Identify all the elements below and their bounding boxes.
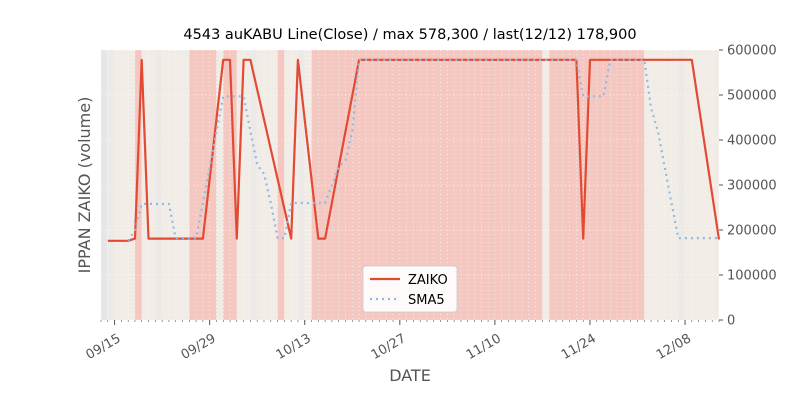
y-tick-label: 400000 (727, 134, 777, 149)
chart-title: 4543 auKABU Line(Close) / max 578,300 / … (183, 27, 636, 43)
y-axis: 0 100000 200000 300000 400000 500000 600000 (719, 44, 777, 329)
highlight-band (223, 50, 237, 320)
y-tick-label: 500000 (727, 89, 777, 104)
x-axis: 09/15 09/29 10/13 10/27 11/10 11/24 12/08 (84, 320, 720, 363)
x-tick-label: 09/15 (84, 331, 124, 363)
y-tick-label: 0 (727, 314, 735, 329)
x-tick-label: 09/29 (179, 331, 219, 363)
legend-box (362, 265, 458, 313)
highlight-band (277, 50, 285, 320)
y-axis-label: IPPAN ZAIKO (volume) (75, 97, 94, 274)
y-tick-label: 300000 (727, 179, 777, 194)
legend: ZAIKO SMA5 (362, 265, 458, 313)
x-tick-label: 11/24 (559, 331, 599, 363)
x-tick-label: 12/08 (654, 331, 694, 363)
y-tick-label: 100000 (727, 269, 777, 284)
legend-label-sma5: SMA5 (408, 293, 445, 308)
x-tick-label: 11/10 (464, 331, 504, 363)
y-tick-label: 200000 (727, 224, 777, 239)
weekend-band (107, 50, 115, 320)
y-tick-label: 600000 (727, 44, 777, 59)
edge-band (101, 50, 107, 320)
series-line-zaiko (107, 58, 721, 242)
series-line-sma5 (127, 58, 719, 242)
legend-label-zaiko: ZAIKO (408, 273, 448, 288)
weekend-band (155, 50, 163, 320)
x-tick-label: 10/13 (274, 331, 314, 363)
highlight-band (134, 50, 142, 320)
x-tick-label: 10/27 (369, 331, 409, 363)
series-lines (107, 58, 721, 242)
x-axis-label: DATE (389, 366, 431, 385)
